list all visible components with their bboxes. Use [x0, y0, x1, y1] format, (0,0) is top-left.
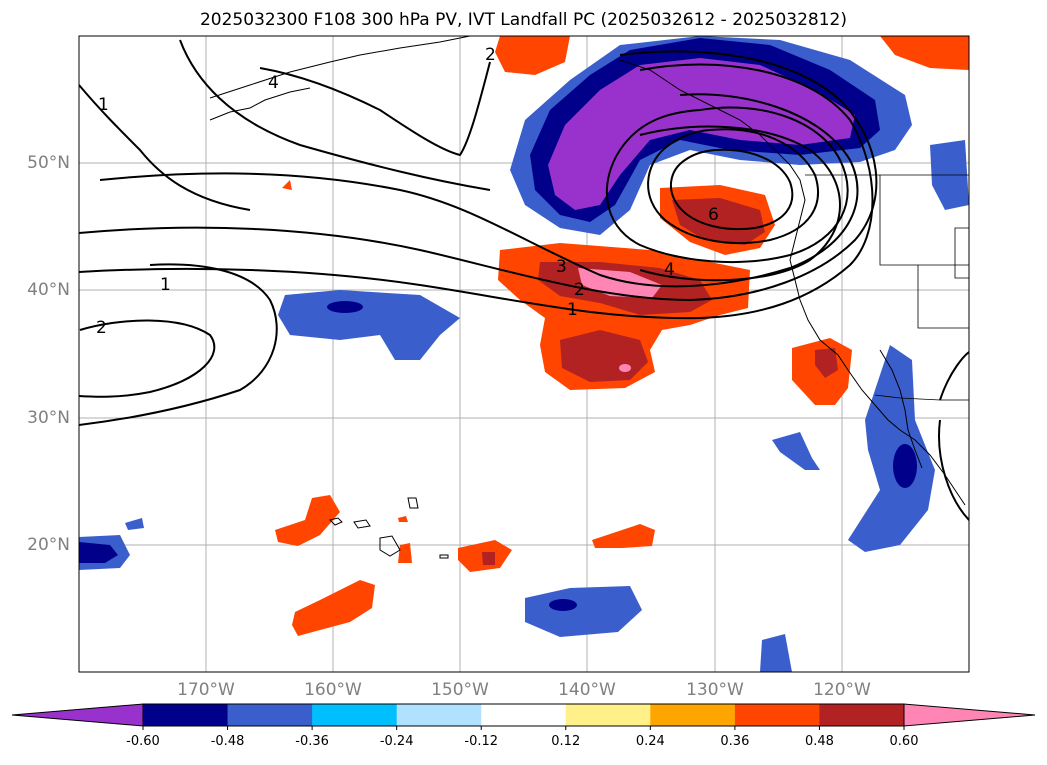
small-positive-2	[398, 543, 412, 563]
colorbar-swatch	[734, 704, 820, 726]
central-north-pacific-negative	[278, 290, 460, 360]
lon-label-170w: 170°W	[177, 680, 235, 700]
contour-label: 4	[664, 260, 675, 280]
small-negative-1	[772, 432, 820, 470]
colorbar-tick-label: -0.36	[295, 734, 329, 749]
colorbar-tick-label: 0.60	[889, 734, 919, 749]
main-positive-small-core	[619, 364, 631, 372]
west-negative-core	[79, 542, 118, 563]
lon-label-120w: 120°W	[813, 680, 871, 700]
colorbar-swatch	[481, 704, 567, 726]
central-north-pacific-negative-core	[327, 301, 363, 313]
lon-label-140w: 140°W	[558, 680, 616, 700]
contour-label: 1	[160, 275, 171, 295]
colorbar-tick-label: -0.24	[379, 734, 414, 749]
colorbar-tick-label: 0.24	[635, 734, 665, 749]
contour-label: 1	[98, 95, 109, 115]
baja-negative-core	[893, 444, 917, 488]
contour-label: 3	[556, 257, 567, 277]
colorbar-arrow-left	[11, 703, 144, 727]
contours	[79, 39, 969, 521]
small-negative-2	[125, 518, 144, 530]
colorbar-swatch	[819, 704, 905, 726]
colorbar-outline	[142, 703, 905, 727]
south-negative-core	[549, 599, 577, 611]
lat-label-20n: 20°N	[27, 535, 70, 555]
colorbar-swatch	[396, 704, 482, 726]
lat-label-40n: 40°N	[27, 280, 70, 300]
colorbar-arrow-right	[903, 703, 1036, 727]
colorbar	[11, 703, 1036, 730]
hawaii-north-positive	[275, 495, 340, 546]
colorbar-tick-label: 0.36	[720, 734, 750, 749]
lon-label-160w: 160°W	[304, 680, 362, 700]
coastal-positive-core	[815, 348, 838, 378]
contour-label: 2	[574, 280, 585, 300]
south-central-positive	[592, 524, 655, 548]
small-positive-1	[282, 180, 292, 190]
colorbar-swatch	[565, 704, 651, 726]
south-west-positive	[292, 580, 375, 636]
baja-negative	[848, 345, 935, 552]
north-negative-core	[548, 58, 855, 210]
contour-label: 2	[485, 45, 496, 65]
contour-labels: 1 2 4 6 4 3 2 1 1 2	[96, 45, 719, 338]
colorbar-tick-label: 0.48	[804, 734, 834, 749]
page-title: 2025032300 F108 300 hPa PV, IVT Landfall…	[199, 10, 847, 30]
colorbar-tick-label: 0.12	[551, 734, 581, 749]
lon-label-130w: 130°W	[686, 680, 744, 700]
contour-label: 6	[708, 205, 719, 225]
colorbar-swatch	[143, 704, 229, 726]
lat-label-50n: 50°N	[27, 153, 70, 173]
contour-label: 1	[567, 300, 578, 320]
south-negative	[525, 586, 642, 637]
colorbar-tick-label: -0.60	[126, 734, 160, 749]
lat-label-30n: 30°N	[27, 408, 70, 428]
small-positive-3	[398, 516, 408, 522]
hawaii-east-positive-core	[482, 552, 495, 565]
northwest-positive	[495, 36, 570, 75]
coastlines	[209, 36, 966, 559]
north-positive-core	[672, 198, 765, 245]
northeast-positive	[880, 36, 969, 70]
colorbar-swatch	[650, 704, 736, 726]
lon-label-150w: 150°W	[431, 680, 489, 700]
southeast-negative	[760, 634, 792, 672]
colorbar-swatch	[312, 704, 398, 726]
colorbar-tick-label: -0.12	[464, 734, 499, 749]
colorbar-swatch	[227, 704, 313, 726]
contour-label: 4	[268, 73, 279, 93]
plot-frame	[78, 35, 970, 673]
contour-label: 2	[96, 318, 107, 338]
colorbar-tick-label: -0.48	[210, 734, 245, 749]
